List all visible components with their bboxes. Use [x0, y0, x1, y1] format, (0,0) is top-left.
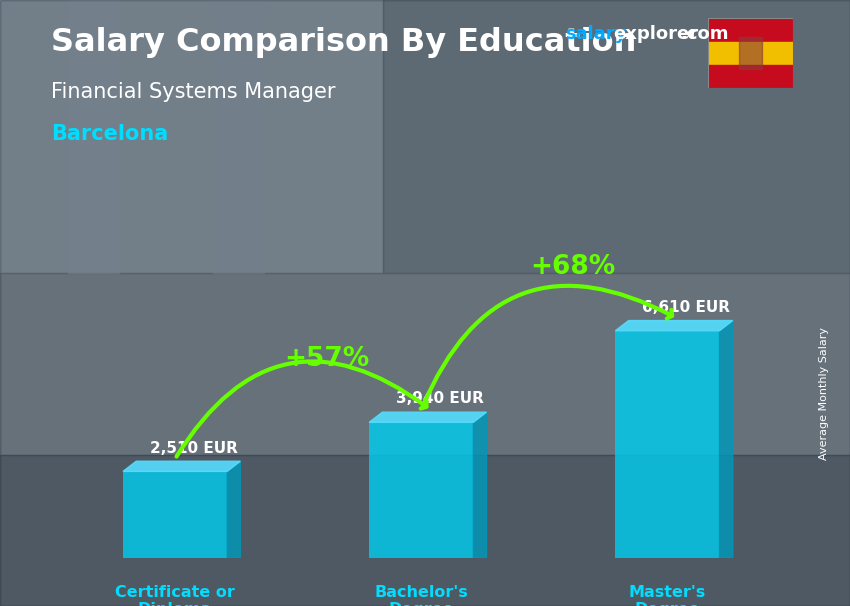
Text: 2,510 EUR: 2,510 EUR	[150, 441, 238, 456]
Bar	[0, 273, 850, 454]
Bar	[708, 42, 793, 64]
Bar	[123, 471, 227, 558]
Bar	[708, 64, 793, 88]
Text: salary: salary	[565, 25, 626, 44]
Polygon shape	[123, 461, 241, 471]
Text: Bachelor's
Degree: Bachelor's Degree	[374, 585, 468, 606]
Bar	[0, 454, 850, 606]
Bar	[0, 0, 382, 273]
Text: +57%: +57%	[284, 346, 369, 372]
Text: Barcelona: Barcelona	[51, 124, 168, 144]
Bar	[615, 331, 719, 558]
Text: Average Monthly Salary: Average Monthly Salary	[819, 327, 829, 461]
Polygon shape	[615, 321, 733, 331]
Bar	[708, 18, 793, 42]
Text: Certificate or
Diploma: Certificate or Diploma	[115, 585, 235, 606]
Text: explorer: explorer	[614, 25, 699, 44]
Text: Financial Systems Manager: Financial Systems Manager	[51, 82, 336, 102]
Bar	[740, 38, 762, 68]
Bar	[68, 0, 119, 273]
Polygon shape	[719, 321, 733, 558]
Text: 3,940 EUR: 3,940 EUR	[396, 391, 484, 407]
Text: Master's
Degree: Master's Degree	[629, 585, 706, 606]
Bar	[369, 422, 473, 558]
Polygon shape	[473, 412, 486, 558]
Bar	[382, 0, 850, 273]
Text: 6,610 EUR: 6,610 EUR	[643, 300, 730, 315]
Polygon shape	[227, 461, 241, 558]
Bar	[212, 0, 264, 273]
Text: +68%: +68%	[530, 255, 615, 280]
Text: Salary Comparison By Education: Salary Comparison By Education	[51, 27, 637, 58]
Text: .com: .com	[680, 25, 728, 44]
Polygon shape	[369, 412, 486, 422]
